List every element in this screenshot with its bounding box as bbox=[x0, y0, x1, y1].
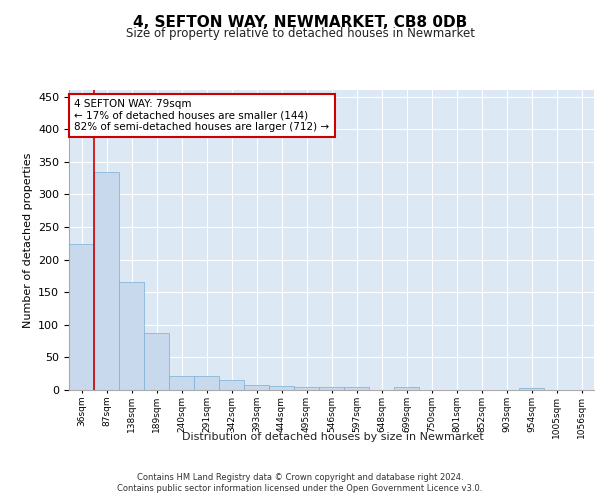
Bar bbox=[144, 332, 169, 390]
Bar bbox=[219, 380, 244, 390]
Bar bbox=[519, 388, 544, 390]
Bar bbox=[69, 244, 94, 390]
Y-axis label: Number of detached properties: Number of detached properties bbox=[23, 152, 32, 328]
Bar bbox=[244, 386, 269, 390]
Bar bbox=[269, 386, 294, 390]
Text: 4, SEFTON WAY, NEWMARKET, CB8 0DB: 4, SEFTON WAY, NEWMARKET, CB8 0DB bbox=[133, 15, 467, 30]
Text: Contains public sector information licensed under the Open Government Licence v3: Contains public sector information licen… bbox=[118, 484, 482, 493]
Bar bbox=[294, 386, 319, 390]
Text: Size of property relative to detached houses in Newmarket: Size of property relative to detached ho… bbox=[125, 28, 475, 40]
Bar bbox=[319, 388, 344, 390]
Bar bbox=[394, 388, 419, 390]
Text: Distribution of detached houses by size in Newmarket: Distribution of detached houses by size … bbox=[182, 432, 484, 442]
Bar bbox=[119, 282, 144, 390]
Text: 4 SEFTON WAY: 79sqm
← 17% of detached houses are smaller (144)
82% of semi-detac: 4 SEFTON WAY: 79sqm ← 17% of detached ho… bbox=[74, 99, 329, 132]
Bar bbox=[194, 376, 219, 390]
Text: Contains HM Land Registry data © Crown copyright and database right 2024.: Contains HM Land Registry data © Crown c… bbox=[137, 472, 463, 482]
Bar bbox=[94, 172, 119, 390]
Bar bbox=[169, 376, 194, 390]
Bar bbox=[344, 388, 369, 390]
